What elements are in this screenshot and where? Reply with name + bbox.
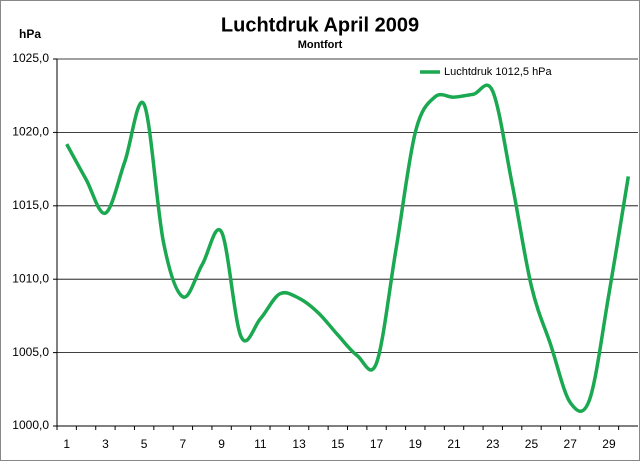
x-tick-label: 9 [218,437,225,451]
x-tick-label: 3 [102,437,109,451]
x-tick-label: 27 [564,437,578,451]
y-tick-label: 1025,0 [12,51,49,65]
legend-label: Luchtdruk 1012,5 hPa [444,66,553,78]
y-tick-label: 1015,0 [12,198,49,212]
x-tick-label: 29 [602,437,616,451]
x-tick-label: 15 [331,437,345,451]
x-tick-label: 1 [63,437,70,451]
y-tick-label: 1020,0 [12,125,49,139]
chart-title: Luchtdruk April 2009 [221,14,419,36]
y-tick-label: 1005,0 [12,345,49,359]
x-tick-label: 19 [409,437,423,451]
x-tick-label: 5 [141,437,148,451]
x-tick-label: 13 [292,437,306,451]
x-tick-label: 25 [525,437,539,451]
chart-subtitle: Montfort [298,39,343,51]
y-tick-label: 1010,0 [12,271,49,285]
x-tick-label: 7 [180,437,187,451]
y-tick-label: 1000,0 [12,418,49,432]
data-line [65,83,631,413]
x-tick-label: 21 [447,437,461,451]
y-axis-label: hPa [19,27,41,41]
x-tick-label: 11 [254,437,267,451]
x-tick-label: 23 [486,437,500,451]
x-tick-label: 17 [370,437,384,451]
